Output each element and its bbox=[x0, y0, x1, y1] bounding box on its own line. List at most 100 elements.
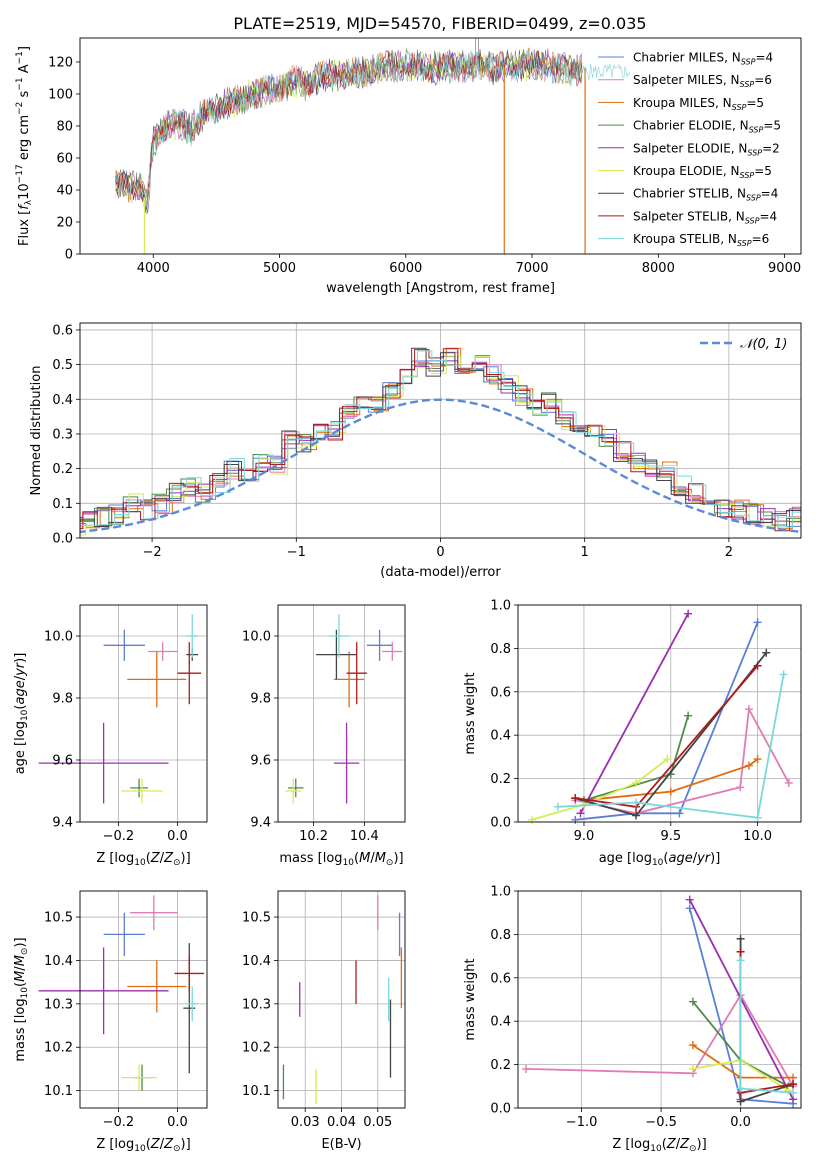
weight-marker bbox=[736, 1097, 745, 1106]
x-tick-label: 8000 bbox=[642, 261, 675, 276]
weight-marker bbox=[688, 1064, 697, 1073]
y-axis-label: mass [log10(M/M⊙)] bbox=[13, 937, 30, 1061]
axes-frame bbox=[277, 604, 406, 823]
y-tick-label: 40 bbox=[56, 184, 73, 199]
y-tick-label: 10.3 bbox=[44, 997, 73, 1012]
y-tick-label: 10.1 bbox=[44, 1084, 73, 1099]
weight-marker bbox=[736, 947, 745, 956]
y-tick-label: 10.4 bbox=[44, 954, 73, 969]
x-axis-label: E(B-V) bbox=[321, 1137, 361, 1152]
y-tick-label: 0.6 bbox=[52, 323, 73, 338]
weight-marker bbox=[571, 794, 580, 803]
x-axis-label: Z [log10(Z/Z⊙)] bbox=[96, 851, 190, 868]
y-tick-label: 80 bbox=[56, 120, 73, 135]
weight-marker bbox=[779, 670, 788, 679]
y-axis-label: age [log10(age/yr)] bbox=[13, 653, 30, 775]
y-tick-label: 0.8 bbox=[490, 928, 511, 943]
y-tick-label: 1.0 bbox=[490, 599, 511, 614]
weight-marker bbox=[744, 705, 753, 714]
y-tick-label: 9.6 bbox=[250, 754, 271, 769]
weight-marker bbox=[688, 997, 697, 1006]
y-tick-label: 20 bbox=[56, 216, 73, 231]
y-tick-label: 10.1 bbox=[242, 1084, 271, 1099]
y-tick-label: 0.2 bbox=[52, 462, 73, 477]
y-tick-label: 0.4 bbox=[490, 1015, 511, 1030]
weight-marker bbox=[753, 813, 762, 822]
weight-marker bbox=[784, 778, 793, 787]
legend-entry: Chabrier ELODIE, NSSP=5 bbox=[633, 119, 781, 135]
x-axis-label: Z [log10(Z/Z⊙)] bbox=[612, 1137, 706, 1154]
y-tick-label: 10.3 bbox=[242, 997, 271, 1012]
histogram-series bbox=[80, 348, 801, 532]
y-tick-label: 10.2 bbox=[44, 1041, 73, 1056]
spectrum-lines bbox=[115, 38, 631, 254]
x-tick-label: 1 bbox=[581, 545, 589, 560]
y-tick-label: 1.0 bbox=[490, 885, 511, 900]
y-tick-label: 0.6 bbox=[490, 971, 511, 986]
y-tick-label: 10.2 bbox=[242, 1041, 271, 1056]
y-tick-label: 10.0 bbox=[242, 630, 271, 645]
y-axis-label: Flux [fλ10−17 erg cm−2 s−1 A−1] bbox=[15, 46, 34, 246]
x-tick-label: −0.5 bbox=[645, 1115, 677, 1130]
weight-marker bbox=[762, 648, 771, 657]
y-tick-label: 0.3 bbox=[52, 427, 73, 442]
y-tick-label: 0.6 bbox=[490, 685, 511, 700]
age_vs_Z-panel: −0.2 0.0 9.4 9.6 9.8 10.0 Z [log10(Z/Z⊙)] age [… bbox=[13, 604, 208, 868]
axes-frame bbox=[517, 890, 802, 1109]
legend-entry: Salpeter STELIB, NSSP=4 bbox=[633, 209, 777, 225]
y-tick-label: 0.4 bbox=[52, 393, 73, 408]
x-tick-label: 9.5 bbox=[660, 829, 681, 844]
weight-marker bbox=[753, 661, 762, 670]
x-tick-label: 7000 bbox=[515, 261, 548, 276]
weight-marker bbox=[666, 787, 675, 796]
x-tick-label: 0.0 bbox=[167, 1115, 188, 1130]
y-tick-label: 9.6 bbox=[52, 754, 73, 769]
y-tick-label: 0.0 bbox=[52, 532, 73, 547]
x-tick-label: −1.0 bbox=[566, 1115, 598, 1130]
weight-marker bbox=[753, 755, 762, 764]
x-tick-label: 0.05 bbox=[363, 1115, 392, 1130]
weight_vs_Z-panel: −1.0 −0.5 0.0 0.0 0.2 0.4 0.6 0.8 1.0 Z [log10(Z/… bbox=[463, 885, 802, 1154]
x-tick-label: 0.0 bbox=[167, 829, 188, 844]
y-tick-label: 9.8 bbox=[52, 692, 73, 707]
weight-line bbox=[557, 674, 785, 819]
weight-line bbox=[575, 622, 759, 821]
y-tick-label: 100 bbox=[48, 88, 73, 103]
age_vs_mass-panel: 10.2 10.4 9.4 9.6 9.8 10.0 mass [log10(M/M⊙)] bbox=[242, 604, 406, 868]
x-tick-label: 4000 bbox=[137, 261, 170, 276]
y-tick-label: 9.4 bbox=[52, 816, 73, 831]
weight-marker bbox=[688, 1041, 697, 1050]
weight-marker bbox=[736, 783, 745, 792]
y-tick-label: 10.4 bbox=[242, 954, 271, 969]
weight-marker bbox=[675, 809, 684, 818]
x-tick-label: 6000 bbox=[389, 261, 422, 276]
y-tick-label: 0.0 bbox=[490, 816, 511, 831]
histogram-group bbox=[80, 347, 801, 536]
weight-marker bbox=[553, 802, 562, 811]
histogram-series bbox=[80, 347, 801, 533]
x-axis-label: age [log10(age/yr)] bbox=[599, 851, 721, 868]
x-tick-label: 2 bbox=[725, 545, 733, 560]
residuals-panel: −2 −1 0 1 2 0.0 0.1 0.2 0.3 0.4 0.5 0.6 (data-model)… bbox=[29, 322, 802, 580]
legend-entry: Chabrier STELIB, NSSP=4 bbox=[633, 187, 778, 203]
legend-entry: Kroupa ELODIE, NSSP=5 bbox=[633, 164, 772, 180]
axes-frame bbox=[79, 604, 208, 823]
y-tick-label: 120 bbox=[48, 56, 73, 71]
weight-marker bbox=[789, 1080, 798, 1089]
x-tick-label: −1 bbox=[287, 545, 306, 560]
weight-marker bbox=[736, 956, 745, 965]
legend-entry: 𝒩(0, 1) bbox=[740, 337, 787, 352]
x-tick-label: 0.0 bbox=[730, 1115, 751, 1130]
y-tick-label: 0.8 bbox=[490, 642, 511, 657]
y-tick-label: 0.4 bbox=[490, 729, 511, 744]
y-tick-label: 0 bbox=[65, 248, 73, 263]
x-tick-label: 10.0 bbox=[743, 829, 772, 844]
y-tick-label: 9.8 bbox=[250, 692, 271, 707]
histogram-series bbox=[80, 355, 801, 536]
plot-layer: 4000 5000 6000 7000 8000 9000020406080100120w… bbox=[13, 37, 802, 1154]
weight-line bbox=[583, 758, 759, 802]
weight-marker bbox=[684, 609, 693, 618]
x-tick-label: 0 bbox=[436, 545, 444, 560]
weight-marker bbox=[527, 815, 536, 824]
